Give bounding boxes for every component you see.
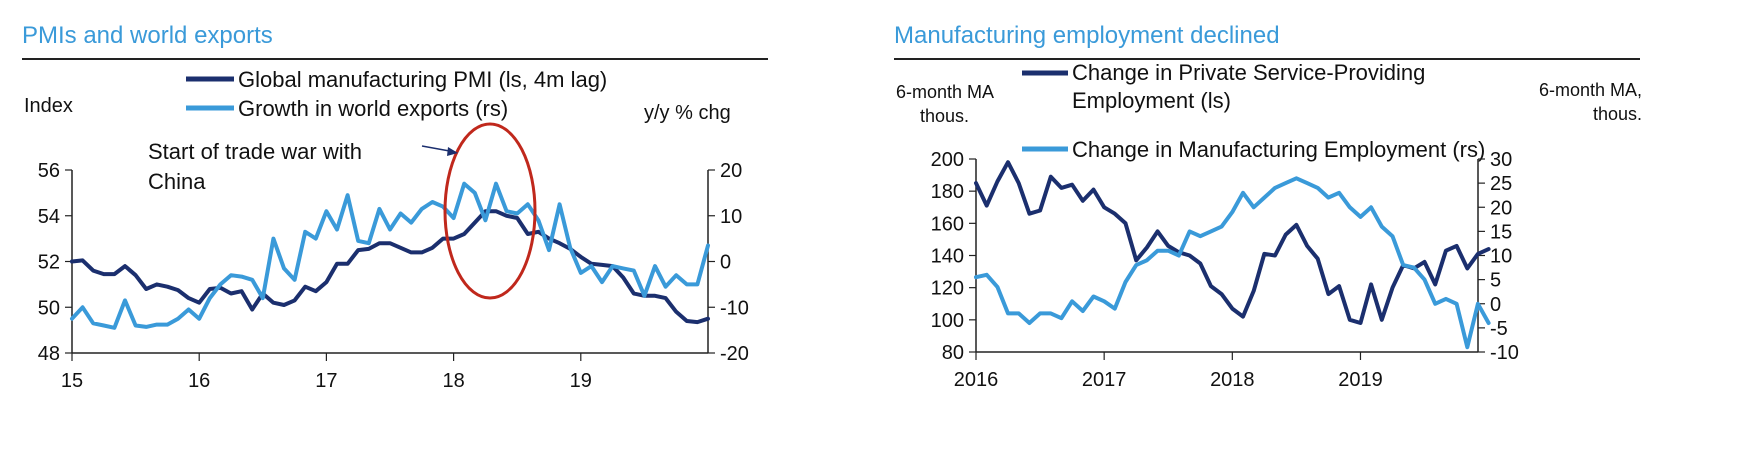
left-chart-left-tick-label: 50 <box>38 297 60 319</box>
right-chart-series-line-light <box>974 176 1491 350</box>
left-chart-left-tick-label: 54 <box>38 206 60 228</box>
right-chart-left-tick-label: 140 <box>931 246 964 268</box>
right-chart-left-tick-label: 160 <box>931 213 964 235</box>
left-chart-series-line-light <box>70 181 710 330</box>
left-axis-label-line-2: thous. <box>920 106 969 126</box>
right-axis-label: y/y % chg <box>644 102 731 124</box>
annotation-line-1: Start of trade war with <box>148 139 362 164</box>
annotation-line-2: China <box>148 169 206 194</box>
legend-label-manufacturing: Change in Manufacturing Employment (rs) <box>1072 137 1485 162</box>
right-chart-right-tick-label: 15 <box>1490 221 1512 243</box>
left-chart-panel: PMIs and world exports Global manufactur… <box>0 0 880 466</box>
trade-war-ellipse <box>443 122 537 300</box>
left-chart-svg: Global manufacturing PMI (ls, 4m lag) Gr… <box>24 67 749 392</box>
left-chart-series-line-dark <box>70 209 710 325</box>
left-chart-right-tick-label: 20 <box>720 160 742 182</box>
left-chart-x-tick-label: 19 <box>570 370 592 392</box>
right-chart-left-tick-label: 180 <box>931 181 964 203</box>
left-chart-right-tick-label: -10 <box>720 297 749 319</box>
right-chart-series-line-dark <box>974 160 1491 325</box>
left-axes: 56 54 52 50 48 20 10 0 -10 -20 15 16 17 18 19 <box>38 160 749 392</box>
left-chart-left-tick-label: 56 <box>38 160 60 182</box>
right-chart-svg: 6-month MA thous. 6-month MA, thous. Cha… <box>896 60 1642 391</box>
annotation-arrow-head <box>447 147 458 156</box>
right-chart-right-tick-label: 30 <box>1490 149 1512 171</box>
left-chart-x-tick-label: 18 <box>442 370 464 392</box>
right-chart-x-tick-label: 2017 <box>1082 369 1127 391</box>
right-chart-right-tick-label: 0 <box>1490 294 1501 316</box>
right-chart-right-tick-label: 5 <box>1490 270 1501 292</box>
right-chart-x-tick-label: 2018 <box>1210 369 1255 391</box>
right-chart-title: Manufacturing employment declined <box>894 22 1280 49</box>
legend-label-services-line-2: Employment (ls) <box>1072 88 1231 113</box>
right-chart-x-tick-label: 2019 <box>1338 369 1383 391</box>
left-chart-left-tick-label: 52 <box>38 252 60 274</box>
right-axis-label-line-2: thous. <box>1593 104 1642 124</box>
right-series <box>974 160 1491 350</box>
right-chart-right-tick-label: 10 <box>1490 246 1512 268</box>
right-chart-x-tick-label: 2016 <box>954 369 999 391</box>
left-chart-right-tick-label: 10 <box>720 206 742 228</box>
right-axis-label-line-1: 6-month MA, <box>1539 80 1642 100</box>
right-chart-right-tick-label: 25 <box>1490 173 1512 195</box>
legend-label-pmi: Global manufacturing PMI (ls, 4m lag) <box>238 67 607 92</box>
right-chart-right-tick-label: 20 <box>1490 197 1512 219</box>
left-chart-left-tick-label: 48 <box>38 343 60 365</box>
left-axis-label: Index <box>24 95 73 117</box>
left-chart-right-tick-label: -20 <box>720 343 749 365</box>
right-chart-left-tick-label: 200 <box>931 149 964 171</box>
right-chart-panel: Manufacturing employment declined 6-mont… <box>880 0 1762 466</box>
left-series <box>70 181 710 330</box>
right-chart-left-tick-label: 80 <box>942 342 964 364</box>
right-chart-right-tick-label: -5 <box>1490 318 1508 340</box>
left-title-rule <box>22 58 768 60</box>
left-chart-x-tick-label: 16 <box>188 370 210 392</box>
legend-label-exports: Growth in world exports (rs) <box>238 96 508 121</box>
right-title-rule <box>894 58 1640 60</box>
legend-label-services-line-1: Change in Private Service-Providing <box>1072 60 1425 85</box>
left-chart-x-tick-label: 17 <box>315 370 337 392</box>
left-chart-x-tick-label: 15 <box>61 370 83 392</box>
left-chart-right-tick-label: 0 <box>720 252 731 274</box>
right-legend: Change in Private Service-Providing Empl… <box>1022 60 1485 162</box>
left-legend: Global manufacturing PMI (ls, 4m lag) Gr… <box>186 67 607 121</box>
left-annotation-marks <box>421 122 537 300</box>
left-axis-label-line-1: 6-month MA <box>896 82 994 102</box>
left-chart-title: PMIs and world exports <box>22 22 273 49</box>
right-chart-right-tick-label: -10 <box>1490 342 1519 364</box>
right-chart-left-tick-label: 120 <box>931 278 964 300</box>
right-chart-left-tick-label: 100 <box>931 310 964 332</box>
